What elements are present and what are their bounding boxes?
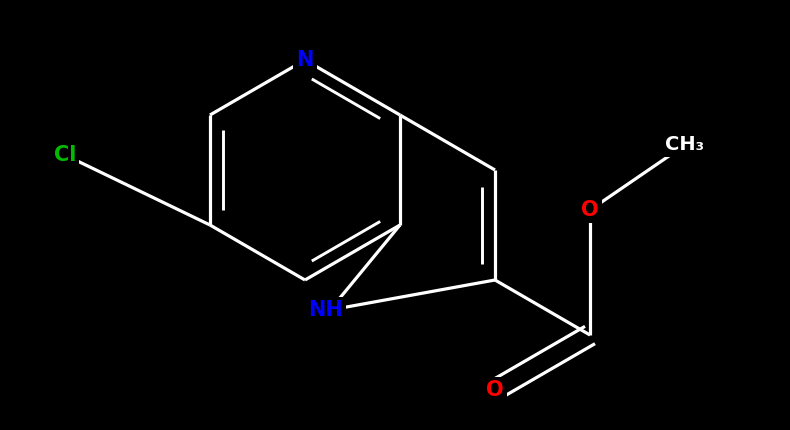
Text: N: N: [296, 50, 314, 70]
Text: O: O: [486, 380, 504, 400]
Text: NH: NH: [307, 300, 342, 320]
Text: CH₃: CH₃: [665, 135, 705, 154]
Text: O: O: [581, 200, 599, 220]
Text: Cl: Cl: [54, 145, 76, 165]
